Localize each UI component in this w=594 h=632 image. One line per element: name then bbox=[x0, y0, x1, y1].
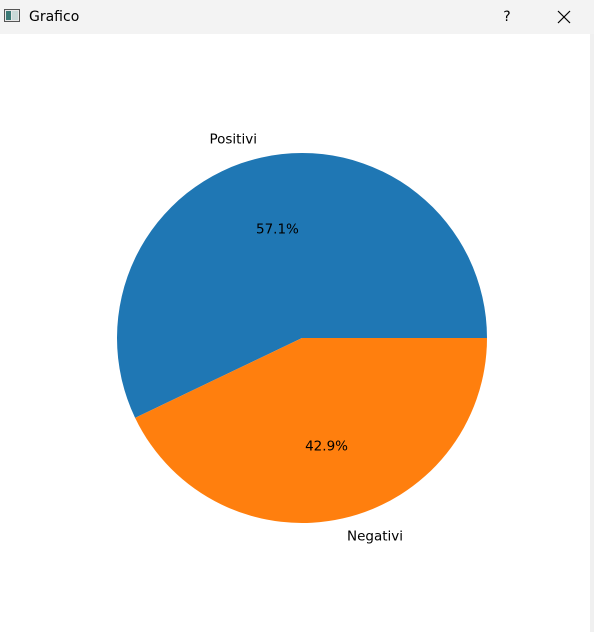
pie-chart: Positivi 57.1% Negativi 42.9% bbox=[117, 132, 488, 544]
percent-label-positivi: 57.1% bbox=[256, 222, 299, 238]
slice-label-positivi: Positivi bbox=[209, 132, 257, 148]
pie-slice-negativi bbox=[135, 338, 487, 523]
help-button[interactable]: ? bbox=[503, 9, 511, 25]
plot-area: Positivi 57.1% Negativi 42.9% bbox=[0, 34, 590, 632]
close-icon bbox=[557, 10, 571, 24]
window-title: Grafico bbox=[29, 9, 80, 25]
chart-app-icon bbox=[4, 9, 20, 22]
pie-slice-positivi bbox=[117, 153, 488, 418]
percent-label-negativi: 42.9% bbox=[305, 438, 348, 454]
title-bar[interactable]: Grafico ? bbox=[0, 0, 594, 34]
slice-label-negativi: Negativi bbox=[347, 528, 403, 544]
close-button[interactable] bbox=[544, 0, 584, 34]
window-border bbox=[590, 34, 594, 632]
